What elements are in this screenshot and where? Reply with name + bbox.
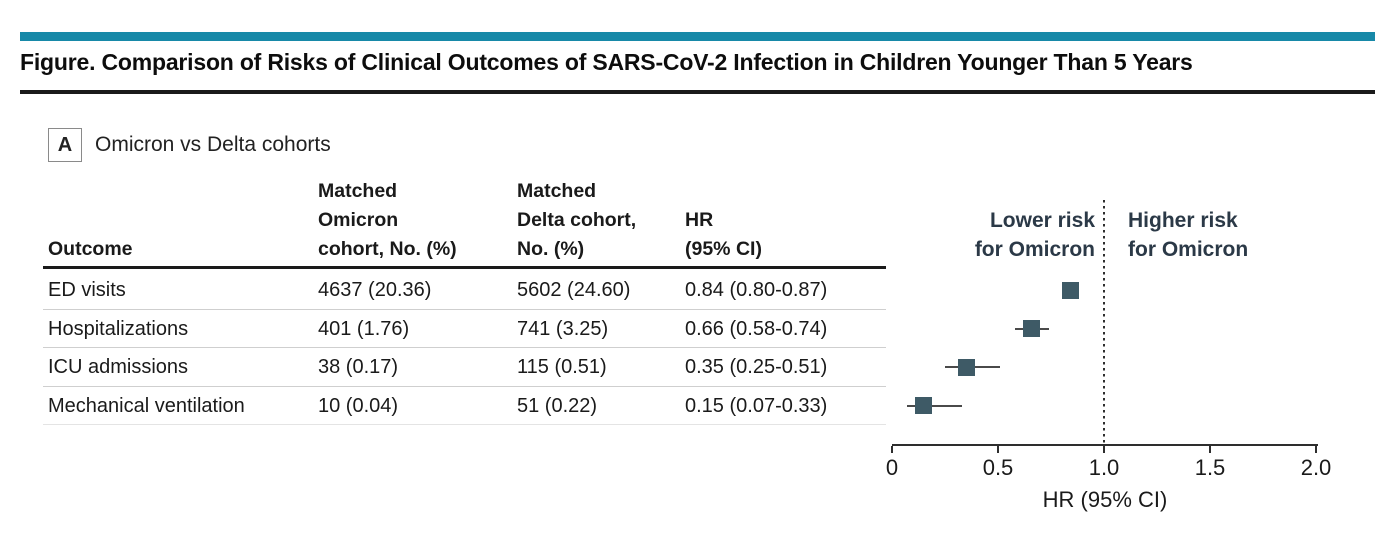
table-row: ED visits 4637 (20.36) 5602 (24.60) 0.84 (0… [43,271,886,310]
hr-ci-cell: 0.84 (0.80-0.87) [685,279,828,301]
table-row: Mechanical ventilation 10 (0.04) 51 (0.22)… [43,387,886,425]
axis-tick [1209,446,1211,453]
panel-label: A [48,128,82,162]
delta-count-cell: 51 (0.22) [517,394,598,417]
lower-risk-label: Lower risk for Omicron [974,209,1095,261]
omicron-count-cell: 401 (1.76) [318,317,410,340]
axis-tick [997,446,999,453]
x-axis-line [892,444,1318,446]
axis-tick-label: 2.0 [1300,455,1332,480]
axis-tick [1315,446,1317,453]
axis-tick [1103,446,1105,453]
outcome-cell: ICU admissions [48,356,189,378]
reference-line [1103,200,1105,443]
column-header: Matched Delta cohort, No. (%) [517,180,637,260]
column-header: Outcome [48,238,133,260]
hr-marker [915,397,933,415]
column-header: HR (95% CI) [685,209,762,260]
axis-tick-label: 1.5 [1194,455,1226,480]
panel-title: Omicron vs Delta cohorts [95,133,331,156]
hr-ci-cell: 0.66 (0.58-0.74) [685,317,828,340]
delta-count-cell: 741 (3.25) [517,317,609,340]
outcome-cell: ED visits [48,279,126,301]
axis-tick [891,446,893,453]
hr-ci-cell: 0.15 (0.07-0.33) [685,394,828,417]
x-axis-title: HR (95% CI) [1042,487,1168,512]
hr-marker [1023,320,1041,338]
figure-title: Figure. Comparison of Risks of Clinical … [20,49,1193,75]
table-header: Outcome Matched Omicron cohort, No. (%) Matc… [43,176,886,266]
accent-bar [20,32,1375,41]
hr-ci-cell: 0.35 (0.25-0.51) [685,356,828,378]
table-body: ED visits 4637 (20.36) 5602 (24.60) 0.84 (0… [43,271,886,425]
hr-marker [1061,281,1079,299]
ci-line [906,404,962,407]
omicron-count-cell: 38 (0.17) [318,356,399,378]
outcome-cell: Mechanical ventilation [48,394,245,417]
delta-count-cell: 115 (0.51) [517,356,607,378]
table-header-rule [43,266,886,269]
axis-tick-label: 1.0 [1088,455,1120,480]
column-header: Matched Omicron cohort, No. (%) [318,180,457,260]
axis-tick-label: 0.5 [982,455,1014,480]
table-row: ICU admissions 38 (0.17) 115 (0.51) 0.35 (0… [43,348,886,387]
higher-risk-label: Higher risk for Omicron [1128,209,1249,261]
omicron-count-cell: 10 (0.04) [318,394,399,417]
hr-marker [957,358,975,376]
axis-tick-label: 0 [885,455,899,480]
outcome-cell: Hospitalizations [48,317,189,340]
omicron-count-cell: 4637 (20.36) [318,279,432,301]
delta-count-cell: 5602 (24.60) [517,279,631,301]
table-row: Hospitalizations 401 (1.76) 741 (3.25) 0.66… [43,310,886,348]
title-rule [20,90,1375,94]
